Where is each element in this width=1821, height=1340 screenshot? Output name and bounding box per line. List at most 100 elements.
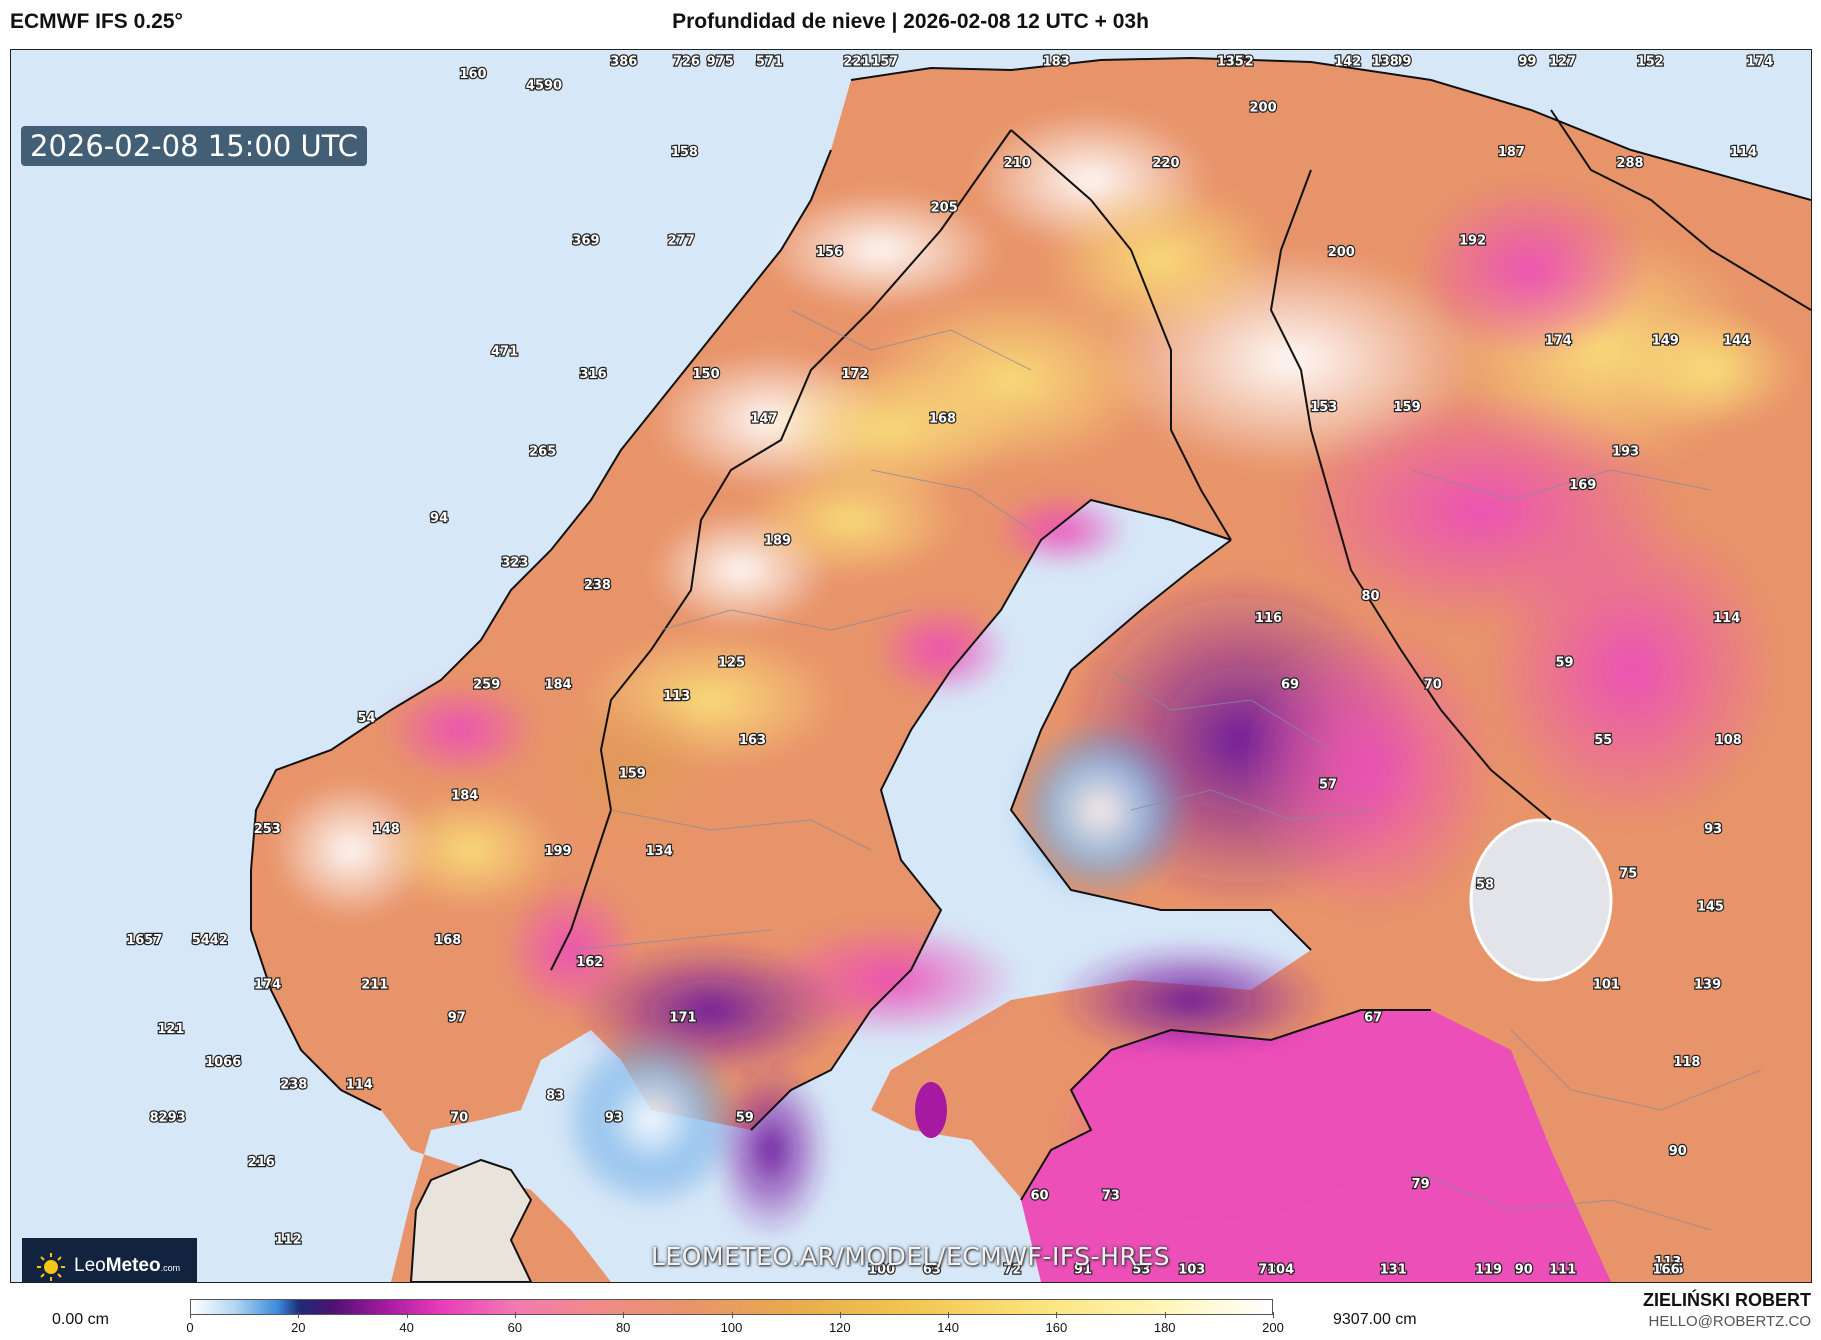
snow-depth-value: 169 [1569, 478, 1596, 493]
snow-depth-value: 113 [663, 689, 690, 704]
snow-depth-value: 83 [546, 1088, 564, 1103]
snow-depth-value: 159 [1394, 400, 1421, 415]
colorbar-tick-label: 180 [1153, 1320, 1176, 1335]
regional-lines [570, 309, 1762, 1231]
snow-depth-value: 93 [1704, 822, 1722, 837]
snow-depth-value: 174 [1746, 55, 1773, 70]
snow-depth-value: 108 [1715, 733, 1742, 748]
border-lines [250, 56, 1811, 1201]
snow-depth-value: 157 [871, 55, 898, 70]
snow-depth-value: 57 [1319, 778, 1337, 793]
snow-depth-value: 277 [668, 234, 695, 249]
snow-depth-value: 70 [450, 1111, 468, 1126]
colorbar-tick-label: 200 [1262, 1320, 1284, 1335]
colorbar-tick-label: 120 [828, 1320, 851, 1335]
snow-depth-value: 369 [572, 234, 599, 249]
snow-depth-value: 103 [1178, 1263, 1205, 1278]
snow-depth-value: 104 [1267, 1263, 1294, 1278]
snow-depth-value: 189 [764, 533, 791, 548]
snow-depth-value: 265 [529, 445, 556, 460]
colorbar-tick-mark [623, 1312, 625, 1318]
map-canvas: 975 221 183 172 142 726 571 135 99 99 152 386 160 459… [11, 50, 1811, 1282]
snow-depth-value: 4590 [526, 78, 562, 93]
snow-depth-value: 323 [501, 556, 528, 571]
sun-icon [37, 1253, 65, 1281]
snow-depth-value: 91 [1074, 1263, 1092, 1278]
author-name: ZIELIŃSKI ROBERT [1642, 1290, 1811, 1310]
snow-depth-value: 288 [1616, 156, 1643, 171]
snow-depth-value: 59 [1555, 656, 1573, 671]
denmark-land [409, 1158, 533, 1282]
snow-depth-value: 220 [1152, 156, 1179, 171]
colorbar-tick-mark [731, 1312, 733, 1318]
snow-depth-value: 159 [619, 767, 646, 782]
snow-depth-value: 187 [1498, 145, 1525, 160]
snow-depth-value: 111 [1549, 1263, 1576, 1278]
snow-depth-value: 125 [718, 656, 745, 671]
snow-depth-value: 168 [434, 933, 461, 948]
logo-brand-a: Leo [74, 1255, 106, 1276]
snow-depth-value: 75 [1619, 866, 1637, 881]
snow-depth-value: 94 [430, 511, 448, 526]
colorbar-tick-label: 60 [507, 1320, 523, 1335]
snow-depth-value: 168 [929, 411, 956, 426]
logo-brand-b: Meteo [105, 1255, 161, 1276]
snow-depth-value: 90 [1515, 1263, 1533, 1278]
colorbar-tick-mark [514, 1312, 516, 1318]
snow-depth-value: 147 [750, 411, 777, 426]
snow-depth-map[interactable]: 975 221 183 172 142 726 571 135 99 99 152 386 160 459… [10, 49, 1812, 1283]
snow-depth-value: 58 [1476, 878, 1494, 893]
colorbar-tick-mark [948, 1312, 950, 1318]
valid-time-badge: 2026-02-08 15:00 UTC [21, 126, 368, 166]
colorbar-tick-mark [1056, 1312, 1058, 1318]
snow-depth-value: 54 [357, 711, 375, 726]
snow-depth-value: 116 [1255, 611, 1282, 626]
snow-depth-value: 238 [280, 1077, 307, 1092]
colorbar-tick-label: 40 [399, 1320, 414, 1335]
colorbar-tick-label: 100 [720, 1320, 743, 1335]
snow-depth-value: 148 [373, 822, 400, 837]
snow-depth-value: 131 [1380, 1263, 1407, 1278]
leometeo-logo[interactable]: LeoMeteo.com [22, 1238, 197, 1282]
watermark-url: LEOMETEO.AR/MODEL/ECMWF-IFS-HRES [651, 1242, 1170, 1271]
colorbar-tick-label: 0 [186, 1320, 194, 1335]
snow-depth-value: 174 [254, 977, 281, 992]
snow-depth-value: 386 [610, 55, 637, 70]
snow-field [271, 110, 1801, 1240]
snow-depth-value: 211 [361, 977, 388, 992]
snow-depth-value: 200 [1250, 101, 1277, 116]
logo-text: LeoMeteo.com [74, 1255, 180, 1277]
colorbar-tick-mark [839, 1312, 841, 1318]
snow-depth-value: 112 [275, 1233, 302, 1248]
snow-depth-value: 726 [673, 55, 700, 70]
snow-depth-value: 184 [451, 789, 478, 804]
snow-depth-value: 142 [1334, 55, 1361, 70]
snow-depth-value: 99 [1518, 55, 1536, 70]
snow-depth-value: 114 [1713, 611, 1740, 626]
snow-depth-value: 150 [693, 367, 720, 382]
snow-depth-value: 205 [931, 200, 958, 215]
snow-depth-value: 53 [1132, 1263, 1150, 1278]
snow-depth-value: 193 [1612, 445, 1639, 460]
snow-depth-value: 73 [1102, 1188, 1120, 1203]
snow-depth-value: 118 [1673, 1055, 1700, 1070]
snow-depth-value: 184 [545, 678, 572, 693]
model-title: ECMWF IFS 0.25° [10, 10, 183, 33]
colorbar-tick-mark [1273, 1312, 1274, 1318]
snow-depth-value: 238 [584, 578, 611, 593]
lake-ladoga [1469, 818, 1613, 982]
snow-depth-value: 139 [1694, 977, 1721, 992]
snow-depth-value: 149 [1652, 334, 1679, 349]
snow-depth-value: 113 [1654, 1255, 1681, 1270]
snow-depth-value: 5442 [192, 933, 228, 948]
snow-depth-value: 152 [1637, 55, 1664, 70]
snow-depth-value: 80 [1361, 589, 1379, 604]
snow-depth-value: 200 [1328, 245, 1355, 260]
snow-depth-value: 571 [756, 55, 783, 70]
snow-depth-value: 216 [248, 1155, 275, 1170]
snow-depth-value: 101 [1593, 977, 1620, 992]
author-email[interactable]: HELLO@ROBERTZ.CO [1648, 1313, 1811, 1330]
snow-depth-value: 69 [1281, 678, 1299, 693]
snow-depth-value: 210 [1004, 156, 1031, 171]
snow-depth-value: 183 [1043, 55, 1070, 70]
